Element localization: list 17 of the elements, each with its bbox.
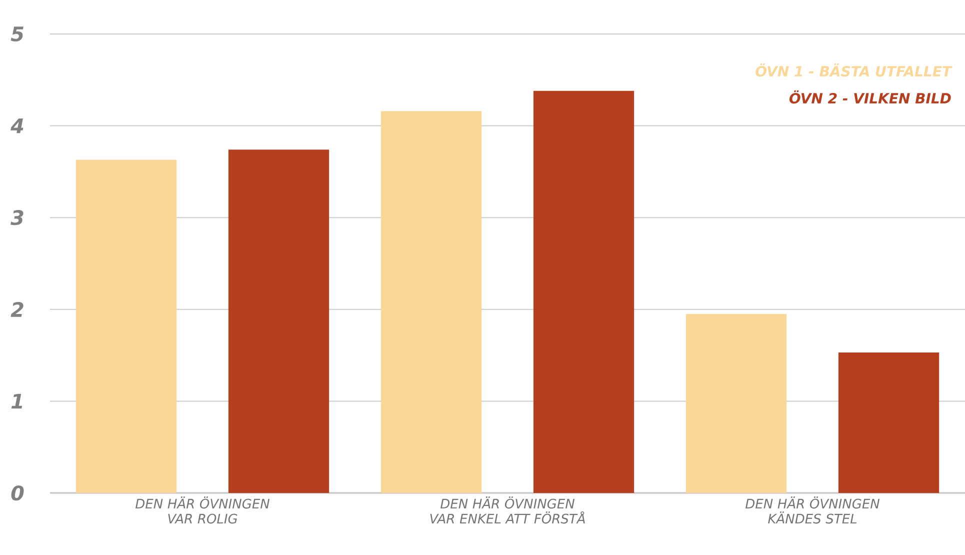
y-tick-label: 3 xyxy=(10,210,24,226)
bar xyxy=(76,160,177,493)
y-tick-label: 5 xyxy=(10,26,24,42)
x-tick-label: DEN HÄR ÖVNINGEN VAR ROLIG xyxy=(135,496,270,524)
bar xyxy=(533,90,634,493)
y-tick-label: 0 xyxy=(11,485,24,501)
y-tick-label: 4 xyxy=(10,118,24,134)
x-tick-label: DEN HÄR ÖVNINGEN KÄNDES STEL xyxy=(745,496,880,524)
y-tick-label: 2 xyxy=(10,302,24,317)
bar xyxy=(228,150,330,493)
bar xyxy=(838,352,940,493)
bar xyxy=(380,111,482,493)
text: ÖVN 2 - VILKEN BILD xyxy=(789,90,951,104)
text: ÖVN 1 - BÄSTA UTFALLET xyxy=(756,63,952,77)
bar xyxy=(686,314,787,493)
x-tick-label: DEN HÄR ÖVNINGEN VAR ENKEL ATT FÖRSTÅ xyxy=(430,496,585,524)
y-tick-label: 1 xyxy=(11,394,22,408)
